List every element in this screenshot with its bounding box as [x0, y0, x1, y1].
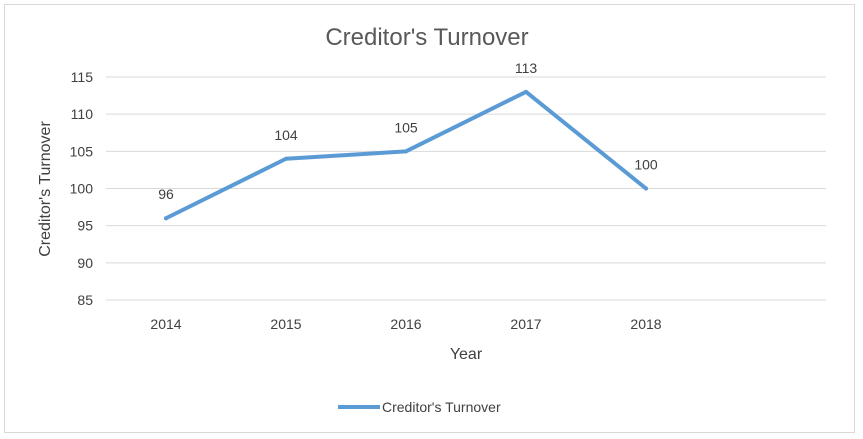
y-tick-label: 105 — [70, 143, 94, 159]
chart-title: Creditor's Turnover — [325, 24, 528, 51]
x-tick-label: 2014 — [150, 316, 181, 332]
data-label: 105 — [394, 119, 418, 135]
y-tick-label: 95 — [77, 218, 93, 234]
data-label: 96 — [158, 186, 174, 202]
y-axis-title: Creditor's Turnover — [37, 121, 54, 257]
y-axis-ticks: 85 90 95 100 105 110 115 — [70, 69, 94, 308]
chart-frame — [4, 4, 855, 433]
y-tick-label: 115 — [71, 69, 94, 85]
x-tick-label: 2016 — [390, 316, 421, 332]
y-tick-label: 85 — [77, 292, 93, 308]
data-label: 113 — [515, 60, 538, 76]
x-tick-label: 2015 — [270, 316, 301, 332]
y-tick-label: 100 — [70, 181, 94, 197]
data-label: 100 — [634, 157, 658, 173]
data-point — [164, 216, 168, 221]
gridlines — [106, 76, 826, 301]
data-point — [284, 156, 288, 161]
legend-label: Creditor's Turnover — [382, 399, 501, 415]
x-tick-label: 2018 — [630, 316, 661, 332]
data-labels: 96 104 105 113 100 — [158, 60, 658, 202]
y-tick-label: 90 — [77, 255, 93, 271]
y-tick-label: 110 — [71, 106, 94, 122]
series-group — [164, 89, 648, 221]
legend: Creditor's Turnover — [338, 399, 501, 415]
x-axis-ticks: 2014 2015 2016 2017 2018 — [150, 316, 661, 332]
data-point — [404, 149, 408, 154]
data-point — [644, 186, 648, 191]
data-label: 104 — [274, 127, 298, 143]
series-line — [164, 89, 648, 221]
x-axis-title: Year — [450, 346, 483, 363]
x-tick-label: 2017 — [510, 316, 541, 332]
data-point — [524, 89, 528, 94]
